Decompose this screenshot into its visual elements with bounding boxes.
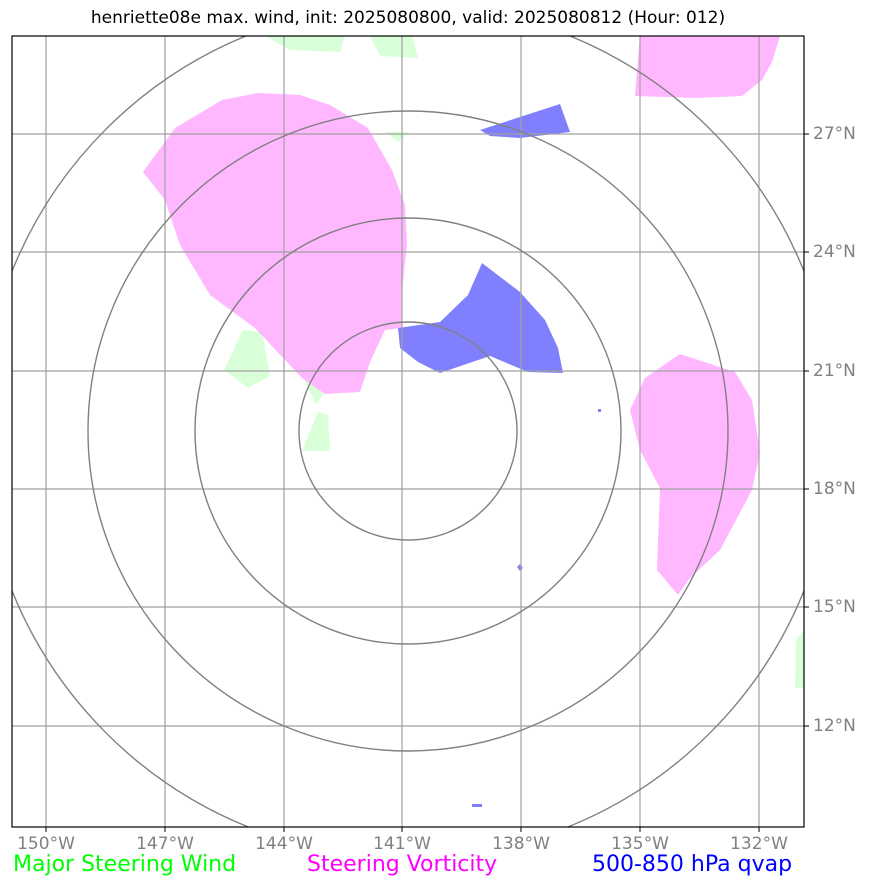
lat-label-27n: 27°N: [813, 124, 856, 144]
lon-label-141w: 141°W: [373, 834, 431, 854]
lon-label-144w: 144°W: [255, 834, 313, 854]
lon-label-138w: 138°W: [492, 834, 550, 854]
lat-label-12n: 12°N: [813, 716, 856, 736]
lat-label-18n: 18°N: [813, 479, 856, 499]
lat-lon-grid: [12, 36, 804, 827]
map-title: henriette08e max. wind, init: 2025080800…: [90, 8, 726, 28]
lon-label-132w: 132°W: [730, 834, 788, 854]
legend-qvap: 500-850 hPa qvap: [592, 852, 793, 877]
legend-steering-vorticity: Steering Vorticity: [307, 852, 498, 877]
range-rings: [12, 36, 804, 827]
lat-label-21n: 21°N: [813, 361, 856, 381]
lon-label-147w: 147°W: [136, 834, 194, 854]
lat-label-24n: 24°N: [813, 242, 856, 262]
axis-ticks: [45, 133, 809, 832]
map-frame: [11, 35, 805, 828]
legend-steering-wind: Major Steering Wind: [13, 852, 237, 877]
lat-label-15n: 15°N: [813, 597, 856, 617]
lon-label-135w: 135°W: [611, 834, 669, 854]
vorticity-regions: [143, 36, 780, 595]
lon-label-150w: 150°W: [17, 834, 75, 854]
qvap-regions: [398, 104, 601, 807]
